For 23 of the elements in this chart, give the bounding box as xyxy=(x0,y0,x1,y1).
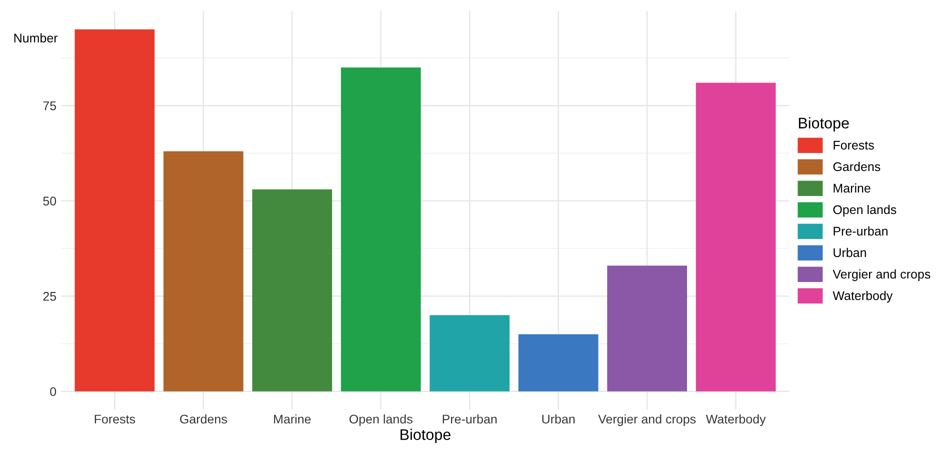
legend-label: Pre-urban xyxy=(834,226,888,236)
legend-label: Gardens xyxy=(833,162,880,172)
y-tick-label: 0 xyxy=(50,387,56,396)
x-tick-label: Pre-urban xyxy=(442,414,497,424)
legend-title: Biotope xyxy=(798,117,849,132)
y-tick-label: 50 xyxy=(43,196,56,206)
x-tick-label: Forests xyxy=(94,414,136,424)
legend-label: Forests xyxy=(834,140,874,150)
legend-label: Urban xyxy=(834,248,866,258)
x-tick-label: Open lands xyxy=(350,414,412,426)
y-tick-label: 75 xyxy=(43,102,56,110)
y-tick-label: 25 xyxy=(43,292,56,301)
x-tick-label: Waterbody xyxy=(706,414,766,426)
legend-label: Open lands xyxy=(833,204,896,217)
x-tick-label: Vergier and crops xyxy=(598,414,696,426)
x-tick-label: Urban xyxy=(542,414,575,424)
legend-label: Waterbody xyxy=(832,290,893,303)
legend-label: Vergier and crops xyxy=(832,269,930,282)
x-tick-label: Marine xyxy=(274,414,311,424)
x-tick-label: Gardens xyxy=(180,414,227,424)
legend-label: Marine xyxy=(834,183,870,193)
y-axis-title: Number xyxy=(14,33,58,42)
x-axis-title: Biotope xyxy=(400,428,450,444)
